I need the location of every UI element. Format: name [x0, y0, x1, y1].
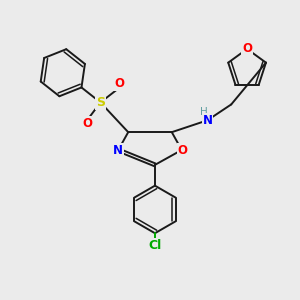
- Text: O: O: [242, 42, 252, 56]
- Text: H: H: [200, 107, 207, 117]
- Text: S: S: [96, 96, 105, 109]
- Text: O: O: [114, 77, 124, 90]
- Text: N: N: [113, 143, 123, 157]
- Text: N: N: [202, 114, 212, 127]
- Text: O: O: [82, 117, 93, 130]
- Text: Cl: Cl: [148, 238, 162, 252]
- Text: O: O: [178, 143, 188, 157]
